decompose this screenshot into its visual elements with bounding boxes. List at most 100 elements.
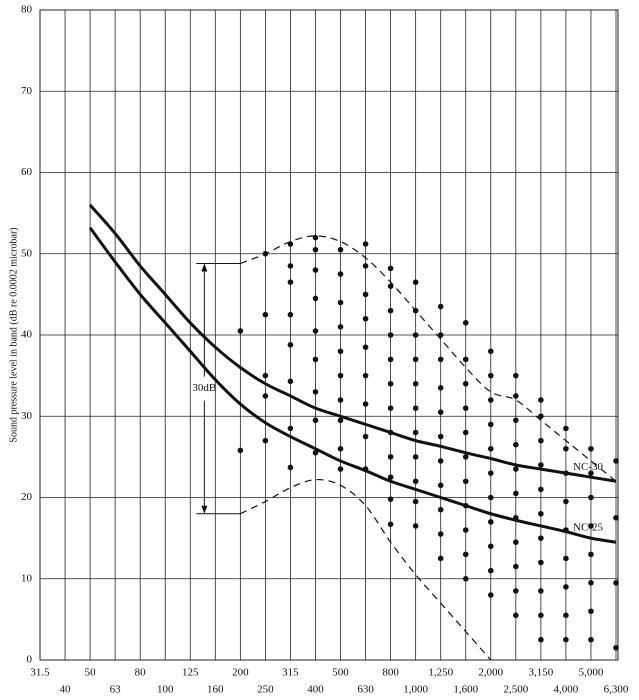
data-dot <box>387 405 394 411</box>
data-dot <box>337 417 344 424</box>
x-tick-label: 50 <box>85 667 97 679</box>
data-dot <box>487 348 494 355</box>
data-dot <box>262 393 269 399</box>
data-dot <box>563 445 569 452</box>
data-dot <box>588 580 594 586</box>
data-dot <box>387 380 394 387</box>
data-dot <box>287 425 294 432</box>
data-dot <box>437 356 444 363</box>
data-dot <box>538 535 544 541</box>
y-tick-label: 0 <box>27 654 33 666</box>
data-dot <box>588 551 594 558</box>
x-tick-label: 800 <box>382 667 399 679</box>
data-dot <box>538 588 544 594</box>
data-dot <box>563 425 569 432</box>
data-dot <box>437 332 444 338</box>
data-dot <box>387 521 394 528</box>
data-dot <box>437 458 444 464</box>
data-dot <box>437 385 444 391</box>
data-dot <box>613 515 619 521</box>
data-dot <box>362 291 369 298</box>
nc-curve <box>88 204 617 483</box>
data-dot <box>563 498 569 505</box>
y-tick-label: 20 <box>21 491 33 503</box>
data-dot <box>412 498 419 505</box>
data-dot <box>337 445 344 452</box>
data-dot <box>312 417 319 424</box>
data-dot <box>487 445 494 452</box>
data-dot <box>387 265 394 272</box>
data-dot <box>312 267 319 273</box>
y-tick-label: 80 <box>21 4 33 16</box>
data-dot <box>462 575 469 582</box>
annotation: 30dB <box>192 382 216 394</box>
data-dot <box>412 380 419 387</box>
data-dot <box>287 241 294 247</box>
data-dot <box>337 348 344 355</box>
y-tick-label: 10 <box>21 572 33 584</box>
data-dot <box>262 250 269 257</box>
x-tick-label: 4,000 <box>554 684 579 696</box>
data-dot <box>513 563 519 570</box>
x-tick-label: 63 <box>110 684 122 696</box>
data-dot <box>487 592 494 598</box>
nc-curve <box>88 226 617 544</box>
data-dot <box>538 559 544 566</box>
data-dot <box>487 543 494 550</box>
x-tick-label: 80 <box>135 667 147 679</box>
data-dot <box>462 429 469 436</box>
data-dot <box>437 482 444 489</box>
data-dot <box>362 372 369 379</box>
data-dot <box>437 409 444 415</box>
data-dot <box>538 397 544 403</box>
data-dot <box>362 315 369 322</box>
data-dot <box>513 515 519 521</box>
data-dot <box>412 523 419 529</box>
data-dot <box>538 437 544 444</box>
data-dot <box>563 555 569 562</box>
data-dot <box>387 474 394 480</box>
x-tick-label: 40 <box>60 684 72 696</box>
data-dot <box>312 328 319 334</box>
data-dot <box>312 246 319 253</box>
x-tick-label: 1,250 <box>428 667 453 679</box>
data-dot <box>437 531 444 537</box>
x-tick-label: 5,000 <box>579 667 604 679</box>
data-dot <box>412 279 419 285</box>
data-dot <box>563 612 569 619</box>
data-dot <box>437 555 444 562</box>
x-tick-label: 2,000 <box>478 667 503 679</box>
data-dot <box>337 397 344 403</box>
data-dot <box>462 551 469 558</box>
data-dot <box>262 437 269 444</box>
data-dot <box>412 307 419 314</box>
data-dot <box>487 397 494 403</box>
data-dot <box>387 356 394 363</box>
data-dot <box>588 608 594 615</box>
x-tick-label: 500 <box>332 667 349 679</box>
data-dot <box>487 567 494 574</box>
data-dot <box>237 328 244 334</box>
data-dot <box>538 510 544 517</box>
data-dot <box>437 506 444 513</box>
envelope-line <box>240 235 617 482</box>
data-dot <box>362 401 369 407</box>
data-dot <box>563 527 569 533</box>
data-dot <box>237 447 244 454</box>
data-dot <box>387 496 394 502</box>
data-dot <box>613 458 619 464</box>
arrow-head <box>201 505 208 514</box>
data-dot <box>613 645 619 651</box>
x-tick-label: 6,300 <box>604 684 629 696</box>
data-dot <box>387 307 394 314</box>
data-dot <box>487 470 494 476</box>
data-dot <box>563 470 569 476</box>
data-dot <box>487 494 494 501</box>
data-dot <box>462 320 469 326</box>
data-dot <box>412 454 419 460</box>
data-dot <box>513 612 519 619</box>
y-tick-label: 40 <box>21 329 33 341</box>
data-dot <box>437 303 444 310</box>
data-dot <box>312 356 319 363</box>
x-tick-label: 160 <box>207 684 224 696</box>
